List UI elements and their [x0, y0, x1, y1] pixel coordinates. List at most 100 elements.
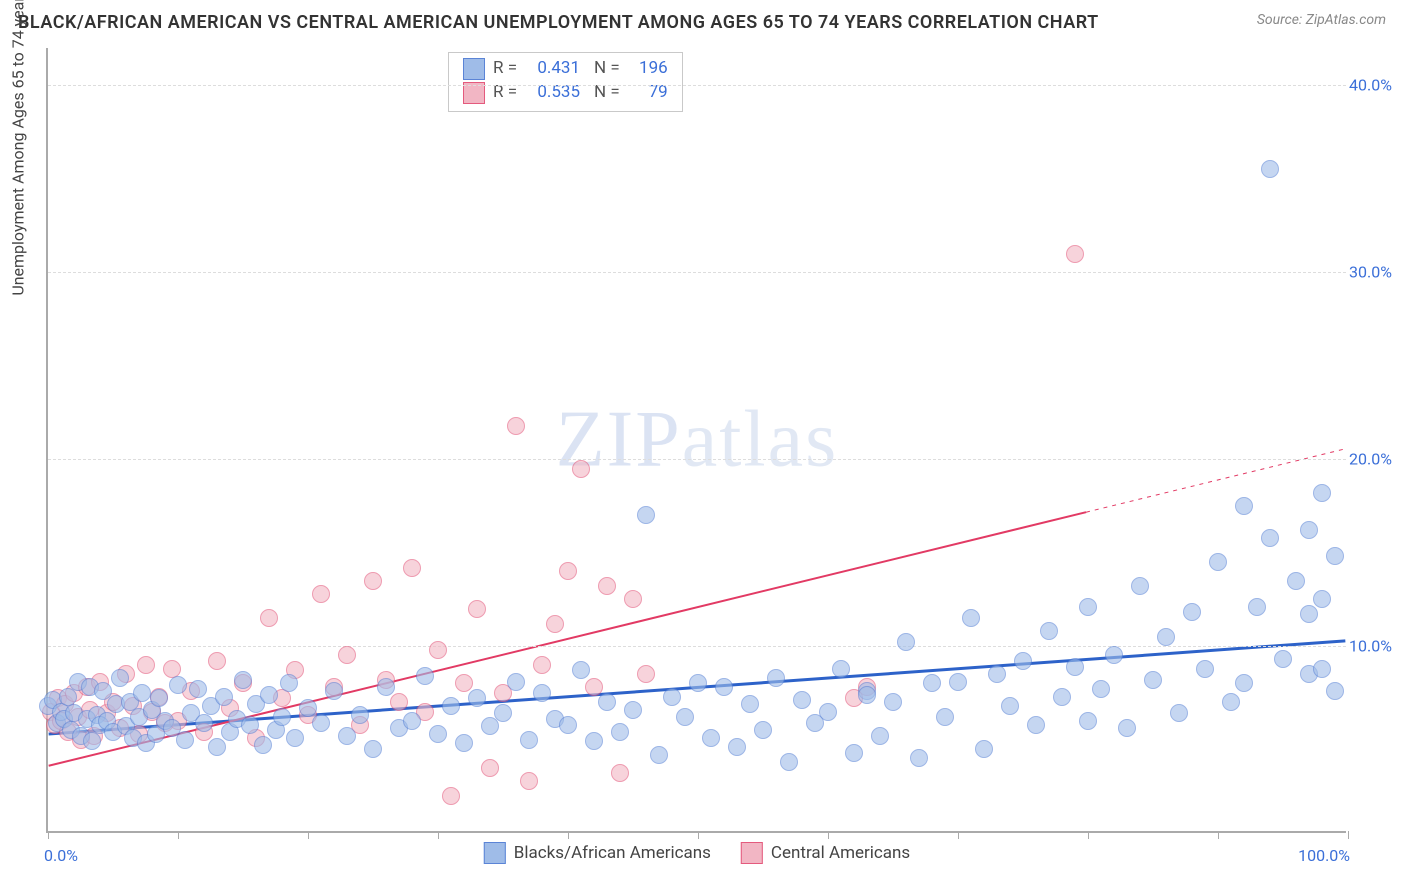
plot-area: Unemployment Among Ages 65 to 74 years Z… — [46, 48, 1346, 833]
data-point-blacks — [299, 699, 317, 717]
data-point-blacks — [715, 678, 733, 696]
data-point-blacks — [169, 676, 187, 694]
x-tick — [1348, 831, 1349, 839]
data-point-central — [585, 678, 603, 696]
data-point-central — [429, 641, 447, 659]
watermark-sub: atlas — [682, 395, 839, 483]
y-tick-label: 20.0% — [1349, 450, 1406, 469]
data-point-blacks — [1079, 712, 1097, 730]
data-point-blacks — [254, 736, 272, 754]
data-point-blacks — [1274, 650, 1292, 668]
n-value: 79 — [628, 81, 668, 105]
data-point-blacks — [338, 727, 356, 745]
watermark: ZIPatlas — [556, 394, 839, 485]
data-point-blacks — [133, 684, 151, 702]
data-point-blacks — [312, 714, 330, 732]
data-point-blacks — [59, 688, 77, 706]
x-axis-min-label: 0.0% — [44, 846, 78, 865]
grid-line — [48, 272, 1346, 273]
data-point-blacks — [1053, 688, 1071, 706]
data-point-central — [533, 656, 551, 674]
data-point-blacks — [754, 721, 772, 739]
swatch-blacks — [463, 58, 485, 80]
legend-item-central: Central Americans — [741, 842, 910, 864]
data-point-blacks — [962, 609, 980, 627]
x-tick — [178, 831, 179, 839]
data-point-central — [442, 787, 460, 805]
data-point-blacks — [280, 674, 298, 692]
data-point-central — [598, 577, 616, 595]
data-point-blacks — [663, 688, 681, 706]
data-point-blacks — [793, 691, 811, 709]
x-axis-max-label: 100.0% — [1298, 846, 1350, 865]
data-point-blacks — [1131, 577, 1149, 595]
x-tick — [48, 831, 49, 839]
n-label: N = — [594, 57, 620, 81]
data-point-blacks — [377, 678, 395, 696]
data-point-blacks — [1001, 697, 1019, 715]
data-point-blacks — [111, 669, 129, 687]
data-point-blacks — [1105, 646, 1123, 664]
chart-title: BLACK/AFRICAN AMERICAN VS CENTRAL AMERIC… — [18, 12, 1099, 33]
y-axis-label: Unemployment Among Ages 65 to 74 years — [9, 0, 28, 295]
data-point-central — [507, 417, 525, 435]
y-tick-label: 30.0% — [1349, 263, 1406, 282]
data-point-blacks — [1209, 553, 1227, 571]
data-point-blacks — [1170, 704, 1188, 722]
data-point-blacks — [273, 708, 291, 726]
data-point-blacks — [650, 746, 668, 764]
data-point-blacks — [351, 706, 369, 724]
data-point-blacks — [949, 673, 967, 691]
data-point-blacks — [325, 682, 343, 700]
data-point-blacks — [1300, 605, 1318, 623]
data-point-blacks — [819, 703, 837, 721]
data-point-central — [546, 615, 564, 633]
r-value: 0.535 — [525, 81, 580, 105]
data-point-blacks — [1248, 598, 1266, 616]
source-attribution: Source: ZipAtlas.com — [1257, 12, 1386, 28]
data-point-blacks — [897, 633, 915, 651]
data-point-blacks — [1313, 660, 1331, 678]
data-point-blacks — [884, 693, 902, 711]
data-point-central — [468, 600, 486, 618]
r-label: R = — [493, 81, 517, 105]
data-point-blacks — [598, 693, 616, 711]
data-point-blacks — [858, 686, 876, 704]
data-point-blacks — [429, 725, 447, 743]
data-point-blacks — [780, 753, 798, 771]
grid-line — [48, 646, 1346, 647]
data-point-blacks — [176, 731, 194, 749]
correlation-chart: BLACK/AFRICAN AMERICAN VS CENTRAL AMERIC… — [0, 0, 1406, 892]
data-point-blacks — [624, 701, 642, 719]
x-tick — [1088, 831, 1089, 839]
data-point-blacks — [455, 734, 473, 752]
data-point-blacks — [1300, 521, 1318, 539]
data-point-blacks — [585, 732, 603, 750]
data-point-blacks — [1014, 652, 1032, 670]
data-point-blacks — [702, 729, 720, 747]
stats-legend: R =0.431N =196R = 0.535 N = 79 — [448, 52, 683, 112]
data-point-blacks — [1092, 680, 1110, 698]
legend-swatch-central — [741, 842, 763, 864]
data-point-blacks — [520, 731, 538, 749]
data-point-blacks — [189, 680, 207, 698]
data-point-blacks — [494, 704, 512, 722]
x-tick — [308, 831, 309, 839]
data-point-blacks — [1287, 572, 1305, 590]
stats-row-blacks: R =0.431N =196 — [463, 57, 668, 81]
data-point-blacks — [507, 673, 525, 691]
data-point-central — [208, 652, 226, 670]
data-point-blacks — [988, 665, 1006, 683]
data-point-central — [520, 772, 538, 790]
grid-line — [48, 85, 1346, 86]
n-label: N = — [594, 81, 620, 105]
data-point-blacks — [416, 667, 434, 685]
data-point-blacks — [1144, 671, 1162, 689]
series-legend: Blacks/African AmericansCentral American… — [484, 842, 910, 864]
data-point-blacks — [975, 740, 993, 758]
data-point-blacks — [1196, 660, 1214, 678]
data-point-blacks — [676, 708, 694, 726]
data-point-blacks — [234, 671, 252, 689]
data-point-blacks — [871, 727, 889, 745]
x-tick — [568, 831, 569, 839]
